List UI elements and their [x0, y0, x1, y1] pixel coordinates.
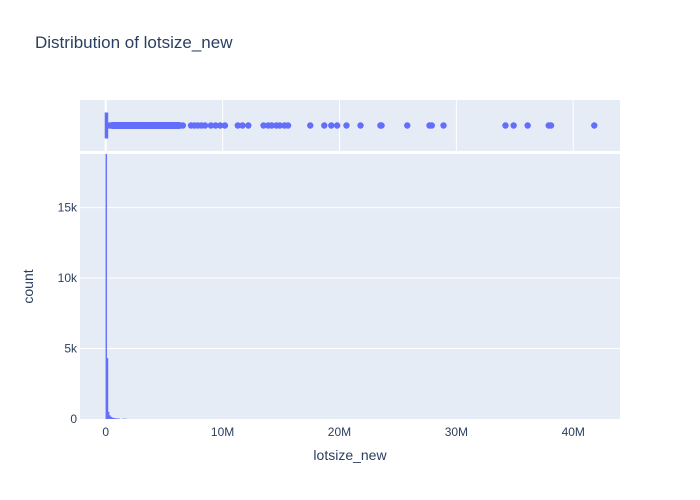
box-plot-outlier-point	[547, 122, 555, 129]
x-tick-label: 0	[102, 425, 109, 439]
y-tick-label: 5k	[64, 342, 78, 356]
box-plot-outlier-point	[333, 122, 341, 129]
box-plot-outlier-point	[357, 122, 364, 129]
box-plot-outlier-point	[284, 122, 292, 129]
box-plot-outlier-point	[245, 122, 252, 129]
box-plot-outlier-point	[179, 122, 187, 129]
histogram-panel-background	[80, 154, 620, 419]
histogram-bars	[105, 154, 127, 419]
box-plot-outlier-point	[307, 122, 314, 129]
x-tick-label: 20M	[328, 425, 351, 439]
y-tick-label: 0	[70, 412, 77, 426]
box-plot-outlier-point	[221, 122, 229, 129]
box-plot-outlier-point	[201, 122, 209, 129]
x-tick-label: 30M	[445, 425, 468, 439]
box-plot-outlier-point	[591, 122, 598, 129]
box-plot-outlier-point	[440, 122, 447, 129]
box-plot-outlier-point	[428, 122, 436, 129]
box-plot-outlier-point	[260, 122, 267, 129]
x-tick-label: 10M	[211, 425, 234, 439]
box-plot-outlier-point	[239, 122, 246, 129]
y-axis-ticks: 0 5k 10k 15k	[58, 201, 78, 426]
histogram-bar	[113, 418, 116, 419]
histogram-bar	[110, 416, 112, 419]
histogram-bar	[109, 415, 111, 419]
box-plot-outlier-point	[217, 122, 224, 129]
box-plot-outlier-point	[404, 122, 411, 129]
box-plot-outlier-point	[207, 122, 215, 129]
histogram-bar	[114, 418, 117, 419]
x-axis-title: lotsize_new	[313, 447, 387, 463]
box-plot-outlier-point	[321, 122, 328, 129]
x-axis-ticks: 0 10M 20M 30M 40M	[102, 425, 585, 439]
box-plot-outlier-point	[328, 122, 335, 129]
box-plot	[104, 112, 598, 139]
histogram-bar	[107, 411, 110, 419]
box-plot-outlier-point	[524, 122, 531, 129]
histogram-bar	[112, 417, 115, 419]
y-axis-title: count	[20, 269, 36, 303]
box-plot-outlier-point	[234, 122, 241, 129]
histogram-bar	[111, 417, 113, 419]
y-tick-label: 15k	[58, 201, 78, 215]
histogram-bar	[106, 358, 109, 419]
box-plot-outlier-point	[502, 122, 509, 129]
histogram-bar	[105, 154, 108, 419]
chart-title: Distribution of lotsize_new	[35, 33, 233, 52]
box-plot-outlier-point	[510, 122, 517, 129]
box-plot-outlier-point	[378, 122, 385, 129]
box-plot-outlier-point	[276, 122, 284, 129]
box-plot-outlier-point	[212, 122, 219, 129]
x-tick-label: 40M	[562, 425, 585, 439]
box-plot-outlier-point	[343, 122, 350, 129]
y-tick-label: 10k	[58, 271, 78, 285]
box-plot-outlier-point	[268, 122, 275, 129]
